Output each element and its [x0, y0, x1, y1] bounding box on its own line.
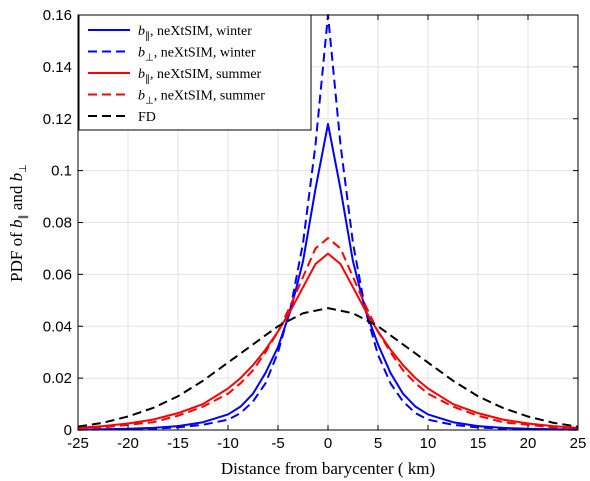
y-tick-label: 0.02 [43, 370, 72, 387]
x-tick-label: -10 [217, 435, 239, 452]
x-tick-label: 25 [570, 435, 587, 452]
x-tick-label: -25 [67, 435, 89, 452]
series-line-3 [77, 237, 579, 430]
series-line-2 [77, 252, 579, 429]
y-tick-label: 0.1 [51, 163, 72, 180]
series-line-0 [77, 122, 579, 431]
x-tick-label: -15 [167, 435, 189, 452]
legend-label-1: b⊥, neXtSIM, winter [138, 46, 256, 64]
legend-label-4: FD [138, 110, 156, 125]
y-tick-label: 0.16 [43, 7, 72, 24]
legend: b∥, neXtSIM, winter b⊥, neXtSIM, winter b∥… [78, 14, 312, 131]
legend-label-3: b⊥, neXtSIM, summer [138, 89, 265, 107]
y-tick-label: 0.06 [43, 266, 72, 283]
y-tick-label: 0 [64, 422, 72, 439]
x-tick-label: 20 [520, 435, 537, 452]
y-tick-label: 0.12 [43, 111, 72, 128]
x-tick-label: -20 [117, 435, 139, 452]
x-tick-label: 5 [374, 435, 382, 452]
y-tick-label: 0.04 [43, 318, 72, 335]
legend-label-0: b∥, neXtSIM, winter [138, 24, 252, 42]
x-tick-label: 10 [420, 435, 437, 452]
y-tick-label: 0.08 [43, 215, 72, 232]
x-tick-label: 0 [324, 435, 332, 452]
y-axis-label: PDF of b∥ and b⊥ [7, 164, 29, 282]
y-tick-label: 0.14 [43, 59, 72, 76]
series-line-4 [77, 307, 579, 428]
tick-labels: -25 -20 -15 -10 -5 0 5 10 15 20 25 0 0.02 0.04 0.06 0.0… [43, 7, 587, 452]
x-axis-label: Distance from barycenter ( km) [221, 459, 435, 478]
x-tick-label: 15 [470, 435, 487, 452]
legend-label-2: b∥, neXtSIM, summer [138, 67, 262, 85]
legend-entries: b∥, neXtSIM, winter b⊥, neXtSIM, winter b∥… [88, 24, 265, 125]
x-tick-label: -5 [271, 435, 284, 452]
